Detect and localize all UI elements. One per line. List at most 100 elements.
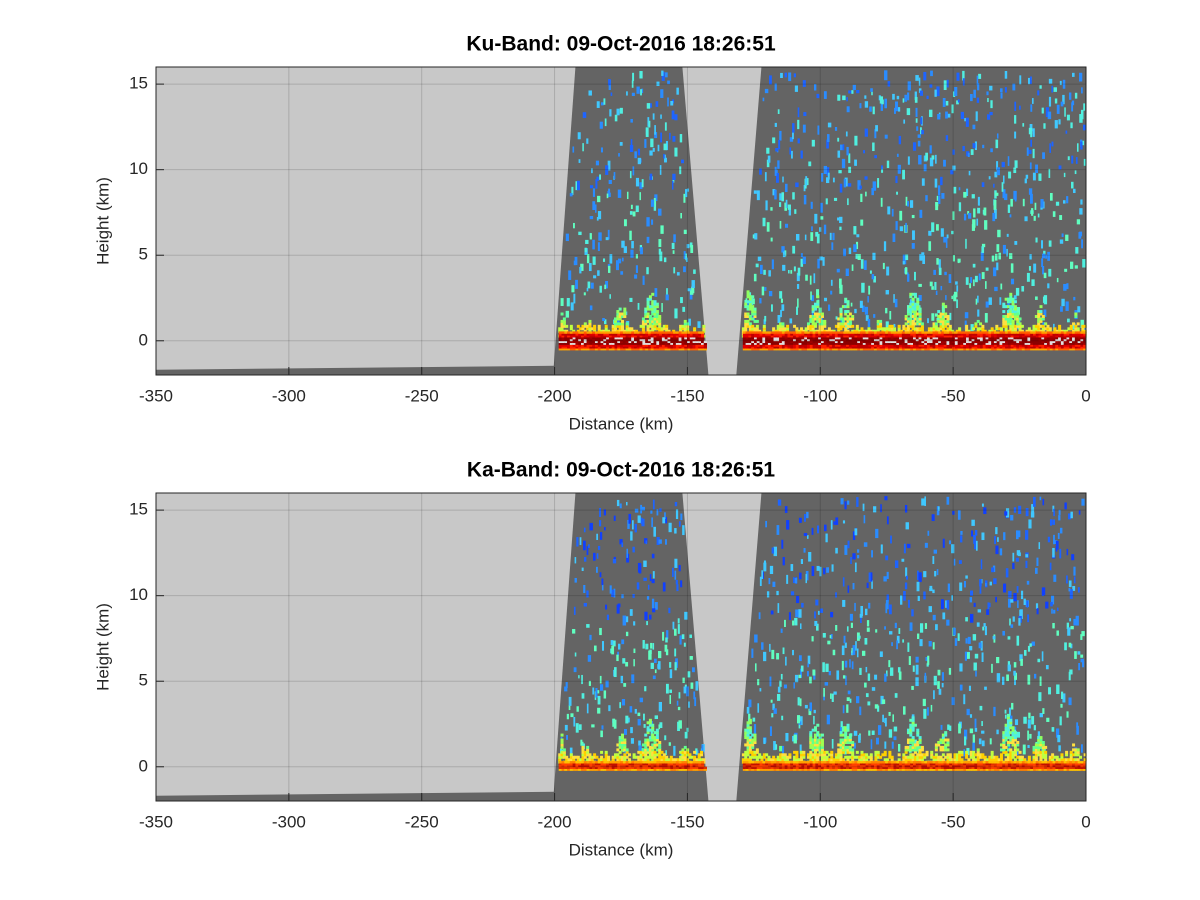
speckle — [619, 702, 622, 709]
bright-band — [667, 348, 671, 351]
speckle — [1041, 587, 1046, 596]
echo — [1076, 329, 1080, 333]
speckle — [1010, 599, 1014, 603]
bright-band — [695, 336, 699, 340]
echo — [1006, 317, 1010, 321]
speckle — [979, 584, 982, 594]
bright-band — [854, 331, 858, 334]
echo — [990, 327, 994, 331]
bright-band — [834, 346, 839, 349]
speckle — [575, 279, 578, 289]
speckle — [828, 304, 831, 311]
bright-band — [742, 333, 747, 336]
bright-band — [1007, 348, 1012, 351]
echo — [811, 314, 815, 318]
bright-band — [751, 342, 755, 345]
bright-band — [929, 340, 933, 344]
bright-band — [762, 333, 766, 336]
bright-band — [924, 338, 928, 342]
echo — [562, 322, 566, 326]
bright-band — [572, 342, 576, 345]
bright-band — [971, 340, 975, 344]
bright-band — [873, 340, 878, 344]
speckle — [885, 717, 887, 727]
speckle — [1072, 585, 1076, 591]
bright-band — [887, 335, 892, 338]
speckle — [907, 642, 910, 652]
bright-band — [606, 333, 610, 336]
bright-band — [589, 333, 593, 336]
bright-band — [832, 340, 836, 344]
bright-band — [620, 338, 624, 342]
bright-band — [1074, 336, 1079, 340]
speckle — [811, 636, 814, 642]
speckle — [618, 643, 621, 650]
echo — [1044, 327, 1048, 331]
bright-band — [921, 346, 925, 349]
bright-band — [829, 338, 833, 342]
bright-band — [684, 338, 688, 342]
bright-band — [622, 342, 627, 345]
bright-band — [929, 346, 933, 349]
bright-band — [829, 346, 833, 349]
echo — [618, 740, 622, 744]
speckle — [823, 693, 825, 701]
echo — [958, 329, 962, 333]
speckle — [762, 97, 765, 102]
bright-band — [689, 346, 694, 349]
speckle — [802, 256, 806, 265]
bright-band — [829, 331, 833, 334]
echo — [981, 327, 985, 331]
bright-band — [767, 348, 772, 351]
bright-band — [661, 336, 666, 340]
bright-band — [1052, 348, 1056, 351]
speckle — [1037, 213, 1040, 218]
bright-band — [829, 333, 833, 336]
speckle — [780, 673, 783, 680]
echo — [648, 718, 652, 722]
echo — [1020, 324, 1024, 328]
speckle — [627, 717, 630, 723]
echo — [1053, 327, 1057, 331]
speckle — [977, 83, 980, 91]
echo — [646, 319, 650, 323]
bright-band — [661, 348, 666, 351]
speckle — [867, 701, 871, 706]
bright-band — [1044, 348, 1048, 351]
bright-band — [779, 346, 783, 349]
echo — [588, 753, 592, 757]
bright-band — [924, 344, 928, 347]
speckle — [599, 285, 602, 293]
bright-band — [829, 344, 833, 347]
bright-band — [617, 348, 621, 351]
speckle — [644, 139, 647, 148]
speckle — [665, 140, 668, 151]
speckle — [569, 193, 573, 197]
bright-band — [608, 333, 613, 336]
speckle — [885, 321, 889, 329]
speckle — [993, 578, 997, 585]
bright-band — [921, 333, 925, 336]
echo — [979, 327, 983, 331]
bright-band — [636, 344, 641, 347]
speckle — [830, 611, 834, 618]
speckle — [637, 157, 641, 165]
echo — [818, 327, 822, 331]
speckle — [857, 549, 860, 553]
bright-band — [966, 342, 970, 345]
bright-band — [1077, 331, 1081, 334]
bright-band — [664, 346, 668, 349]
bright-band — [918, 342, 922, 345]
bright-band — [600, 346, 604, 349]
echo — [593, 324, 597, 328]
speckle — [1030, 104, 1033, 112]
bright-band — [996, 335, 1000, 338]
bright-band — [603, 335, 607, 338]
echo — [944, 312, 948, 316]
echo — [588, 319, 592, 323]
echo — [593, 327, 597, 331]
speckle — [992, 212, 996, 222]
speckle — [654, 669, 657, 674]
speckle — [877, 178, 880, 188]
bright-band — [982, 346, 986, 349]
